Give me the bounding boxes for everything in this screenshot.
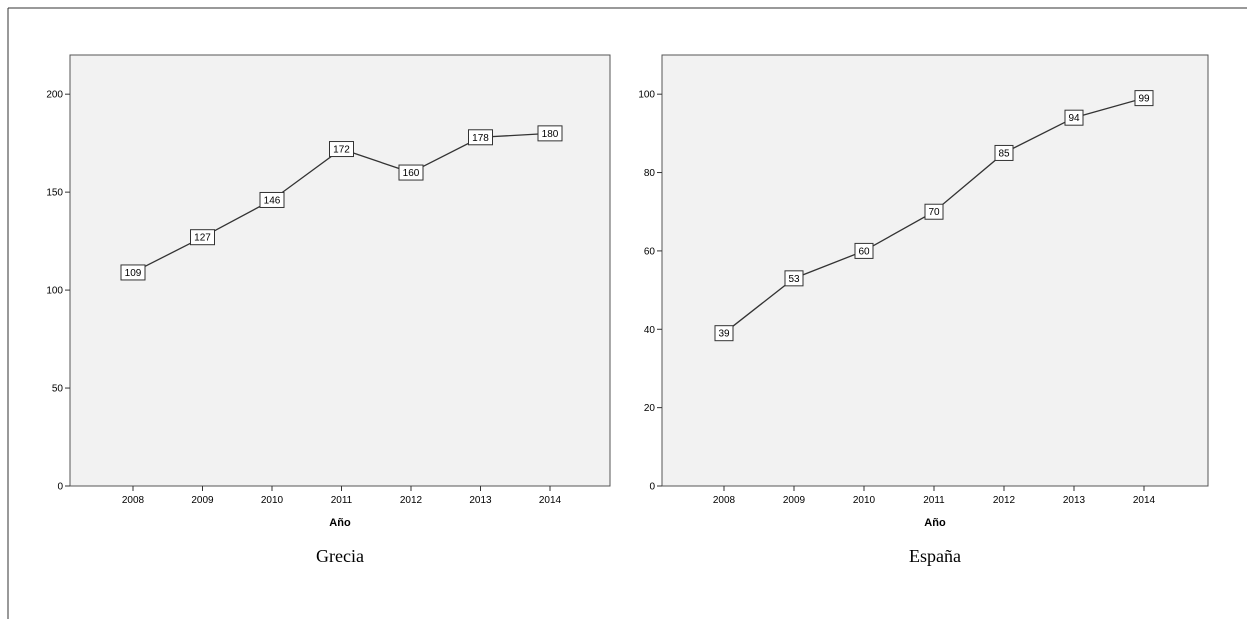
data-point-label: 39 bbox=[718, 329, 730, 340]
data-point-marker bbox=[468, 129, 493, 146]
x-tick-label: 2014 bbox=[1133, 495, 1156, 506]
x-tick-label: 2012 bbox=[400, 495, 423, 506]
data-point-marker bbox=[537, 125, 563, 142]
chart-espana: 0 20 40 60 80 100 2008 2009 2010 2011 2012 2013 201… bbox=[638, 54, 1209, 566]
y-tick-label: 80 bbox=[644, 168, 656, 179]
y-axis: 0 20 40 60 80 100 bbox=[638, 90, 662, 493]
x-tick-label: 2010 bbox=[853, 495, 876, 506]
data-point-marker bbox=[854, 242, 874, 259]
x-tick-label: 2013 bbox=[1063, 495, 1086, 506]
data-point-marker bbox=[259, 191, 285, 208]
chart-caption: Grecia bbox=[316, 546, 364, 566]
x-tick-label: 2014 bbox=[539, 495, 562, 506]
x-tick-label: 2009 bbox=[783, 495, 806, 506]
x-axis-title: Año bbox=[329, 517, 351, 529]
data-point-marker bbox=[329, 141, 354, 158]
x-tick-label: 2010 bbox=[261, 495, 284, 506]
data-point-marker bbox=[784, 270, 804, 287]
data-labels: 39 53 60 70 85 94 99 bbox=[714, 90, 1154, 342]
data-point-label: 180 bbox=[542, 129, 559, 140]
data-point-label: 85 bbox=[998, 148, 1010, 159]
x-tick-label: 2011 bbox=[923, 495, 945, 506]
data-point-marker bbox=[924, 203, 944, 220]
data-point-marker bbox=[398, 164, 424, 181]
x-tick-label: 2011 bbox=[331, 495, 353, 506]
x-axis: 2008 2009 2010 2011 2012 2013 2014 bbox=[122, 486, 562, 506]
data-point-label: 53 bbox=[788, 274, 800, 285]
plot-area bbox=[69, 54, 611, 487]
data-point-label: 99 bbox=[1138, 94, 1150, 105]
data-point-label: 178 bbox=[472, 133, 489, 144]
data-point-marker bbox=[120, 264, 146, 281]
y-axis: 0 50 100 150 200 bbox=[46, 90, 70, 493]
y-tick-label: 0 bbox=[57, 482, 63, 493]
data-point-marker bbox=[994, 144, 1014, 161]
y-tick-label: 50 bbox=[52, 384, 64, 395]
y-tick-label: 0 bbox=[649, 482, 655, 493]
data-point-label: 160 bbox=[403, 168, 420, 179]
data-point-marker bbox=[714, 325, 734, 342]
data-point-marker bbox=[1134, 90, 1154, 107]
chart-caption: España bbox=[909, 546, 961, 566]
x-tick-label: 2012 bbox=[993, 495, 1016, 506]
x-axis: 2008 2009 2010 2011 2012 2013 2014 bbox=[713, 486, 1156, 506]
data-point-label: 109 bbox=[125, 268, 142, 279]
y-tick-label: 200 bbox=[46, 90, 63, 101]
x-tick-label: 2008 bbox=[713, 495, 736, 506]
data-point-label: 146 bbox=[264, 195, 281, 206]
data-point-label: 60 bbox=[858, 246, 870, 257]
y-tick-label: 100 bbox=[638, 90, 655, 101]
data-point-label: 172 bbox=[333, 145, 350, 156]
data-point-label: 94 bbox=[1068, 113, 1080, 124]
x-tick-label: 2008 bbox=[122, 495, 145, 506]
x-tick-label: 2009 bbox=[191, 495, 214, 506]
y-tick-label: 20 bbox=[644, 403, 656, 414]
data-point-marker bbox=[1064, 109, 1084, 126]
y-tick-label: 60 bbox=[644, 246, 656, 257]
y-tick-label: 150 bbox=[46, 188, 63, 199]
data-point-label: 70 bbox=[928, 207, 940, 218]
x-tick-label: 2013 bbox=[469, 495, 492, 506]
data-point-label: 127 bbox=[194, 233, 211, 244]
plot-area bbox=[661, 54, 1209, 487]
data-labels: 109 127 146 172 160 178 180 bbox=[120, 125, 563, 281]
x-axis-title: Año bbox=[924, 517, 946, 529]
y-tick-label: 100 bbox=[46, 286, 63, 297]
y-tick-label: 40 bbox=[644, 325, 656, 336]
chart-grecia: 0 50 100 150 200 2008 2009 2010 2011 2012 2013 201… bbox=[46, 54, 611, 566]
data-point-marker bbox=[190, 229, 215, 246]
